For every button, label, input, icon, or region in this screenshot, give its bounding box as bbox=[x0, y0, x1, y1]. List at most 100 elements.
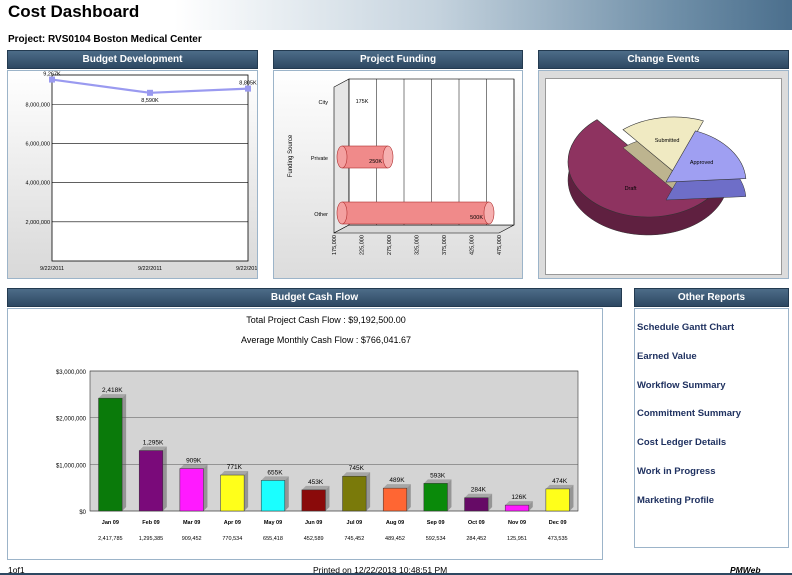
cash-bar bbox=[464, 497, 489, 512]
report-link-marketing-profile[interactable]: Marketing Profile bbox=[637, 495, 715, 506]
report-link-work-in-progress[interactable]: Work in Progress bbox=[637, 466, 716, 477]
category-label: Other bbox=[314, 212, 328, 218]
bar-side bbox=[162, 446, 167, 511]
change-events-chart: Draft Submitted Approved bbox=[567, 116, 747, 236]
x-tick-label: 425,000 bbox=[470, 235, 476, 255]
y-tick-label: 4,000,000 bbox=[26, 181, 50, 187]
brand-label: PMWeb bbox=[730, 565, 761, 575]
x-tick-label: 175,000 bbox=[332, 235, 338, 255]
x-tick-label: Dec 09 bbox=[549, 520, 567, 526]
slice-label: Approved bbox=[690, 160, 714, 166]
value-label: 909,452 bbox=[182, 536, 202, 542]
cash-bar bbox=[138, 450, 164, 512]
page-count: 1of1 bbox=[8, 565, 25, 575]
data-label: 745K bbox=[349, 465, 365, 472]
cash-bar bbox=[545, 488, 570, 512]
value-label: 284,452 bbox=[466, 536, 486, 542]
plot-area bbox=[51, 74, 249, 262]
x-tick-label: Mar 09 bbox=[183, 520, 200, 526]
report-link-commitment-summary[interactable]: Commitment Summary bbox=[637, 408, 741, 419]
report-link-cost-ledger[interactable]: Cost Ledger Details bbox=[637, 437, 727, 448]
bar-top bbox=[464, 493, 493, 498]
x-tick-label: Jan 09 bbox=[102, 520, 119, 526]
x-tick-label: 9/22/2011 bbox=[236, 266, 257, 272]
value-label: 489,452 bbox=[385, 536, 405, 542]
bar-side bbox=[366, 472, 371, 511]
bar-end bbox=[483, 201, 495, 225]
pie-slice bbox=[622, 116, 704, 173]
cash-bar bbox=[220, 474, 245, 512]
budget-cash-flow-panel: Total Project Cash Flow : $9,192,500.00 … bbox=[7, 308, 603, 560]
y-tick-label: $3,000,000 bbox=[56, 370, 87, 376]
bar-side bbox=[325, 485, 330, 511]
category-label: Private bbox=[311, 156, 328, 162]
data-point bbox=[49, 76, 55, 83]
bar-top bbox=[505, 501, 533, 506]
x-tick-label: Sep 09 bbox=[427, 520, 445, 526]
data-label: 8,805K bbox=[239, 81, 257, 87]
total-cash-flow: Total Project Cash Flow : $9,192,500.00 bbox=[246, 315, 406, 325]
x-tick-label: Jul 09 bbox=[347, 520, 363, 526]
bar-cap bbox=[336, 201, 348, 225]
budget-cash-flow-chart: $0 $1,000,000 $2,000,000 $3,000,000 2,418K Ja… bbox=[56, 370, 579, 542]
data-label: 250K bbox=[369, 159, 382, 165]
report-link-schedule-gantt[interactable]: Schedule Gantt Chart bbox=[637, 322, 735, 333]
change-events-panel: Draft Submitted Approved bbox=[538, 70, 789, 279]
value-label: 125,951 bbox=[507, 536, 527, 542]
x-tick-label: 325,000 bbox=[415, 235, 421, 255]
project-funding-chart: 175,000 225,000 275,000 325,000 375,000 425,0… bbox=[288, 78, 515, 255]
x-tick-label: 225,000 bbox=[360, 235, 366, 255]
y-tick-label: 2,000,000 bbox=[26, 220, 50, 226]
x-tick-label: Nov 09 bbox=[508, 520, 526, 526]
slice-label: Draft bbox=[625, 186, 637, 192]
bar-side bbox=[406, 484, 411, 511]
panel-header-other-reports: Other Reports bbox=[634, 288, 789, 307]
data-label: 9,267K bbox=[43, 72, 61, 78]
data-label: 453K bbox=[308, 479, 324, 486]
bar-side bbox=[569, 484, 574, 511]
panel-header-budget-development: Budget Development bbox=[7, 50, 258, 69]
x-tick-label: Jun 09 bbox=[305, 520, 322, 526]
value-label: 770,534 bbox=[222, 536, 242, 542]
x-tick-label: 375,000 bbox=[442, 235, 448, 255]
bar-side bbox=[528, 501, 533, 511]
cash-bar bbox=[504, 504, 530, 512]
cash-bar bbox=[301, 489, 326, 512]
x-tick-label: 275,000 bbox=[387, 235, 393, 255]
bar-top bbox=[423, 479, 452, 484]
x-tick-label: 9/22/2011 bbox=[40, 266, 64, 272]
report-link-workflow-summary[interactable]: Workflow Summary bbox=[637, 380, 726, 391]
y-tick-label: 8,000,000 bbox=[26, 102, 50, 108]
x-tick-label: Aug 09 bbox=[386, 520, 404, 526]
bar-top bbox=[139, 446, 167, 451]
value-label: 1,295,385 bbox=[139, 536, 163, 542]
data-label: 500K bbox=[470, 215, 483, 221]
project-label: Project: RVS0104 Boston Medical Center bbox=[8, 34, 202, 45]
data-label: 284K bbox=[471, 487, 487, 494]
data-label: 489K bbox=[389, 477, 405, 484]
x-tick-label: 9/22/2011 bbox=[138, 266, 162, 272]
bar-top bbox=[301, 485, 330, 490]
value-label: 745,452 bbox=[344, 536, 364, 542]
panel-header-change-events: Change Events bbox=[538, 50, 789, 69]
cash-bar bbox=[342, 475, 367, 512]
data-point bbox=[245, 85, 251, 92]
x-tick-label: Apr 09 bbox=[224, 520, 241, 526]
cash-bar bbox=[179, 468, 204, 512]
bar-top bbox=[261, 476, 289, 481]
x-tick-label: Feb 09 bbox=[142, 520, 159, 526]
y-tick-label: 6,000,000 bbox=[26, 142, 50, 148]
data-point bbox=[147, 89, 153, 96]
cash-bar bbox=[260, 480, 286, 512]
report-link-earned-value[interactable]: Earned Value bbox=[637, 351, 697, 362]
bar-side bbox=[203, 464, 208, 511]
budget-development-chart: 2,000,000 4,000,000 6,000,000 8,000,000 9,26… bbox=[26, 72, 261, 272]
value-label: 2,417,785 bbox=[98, 536, 122, 542]
bar-side bbox=[122, 394, 127, 511]
printed-timestamp: Printed on 12/22/2013 10:48:51 PM bbox=[313, 565, 448, 575]
bar-top bbox=[179, 464, 208, 469]
data-label: 474K bbox=[552, 478, 568, 485]
data-label: 593K bbox=[430, 472, 446, 479]
bar-side bbox=[244, 471, 249, 511]
category-label: City bbox=[319, 100, 329, 106]
